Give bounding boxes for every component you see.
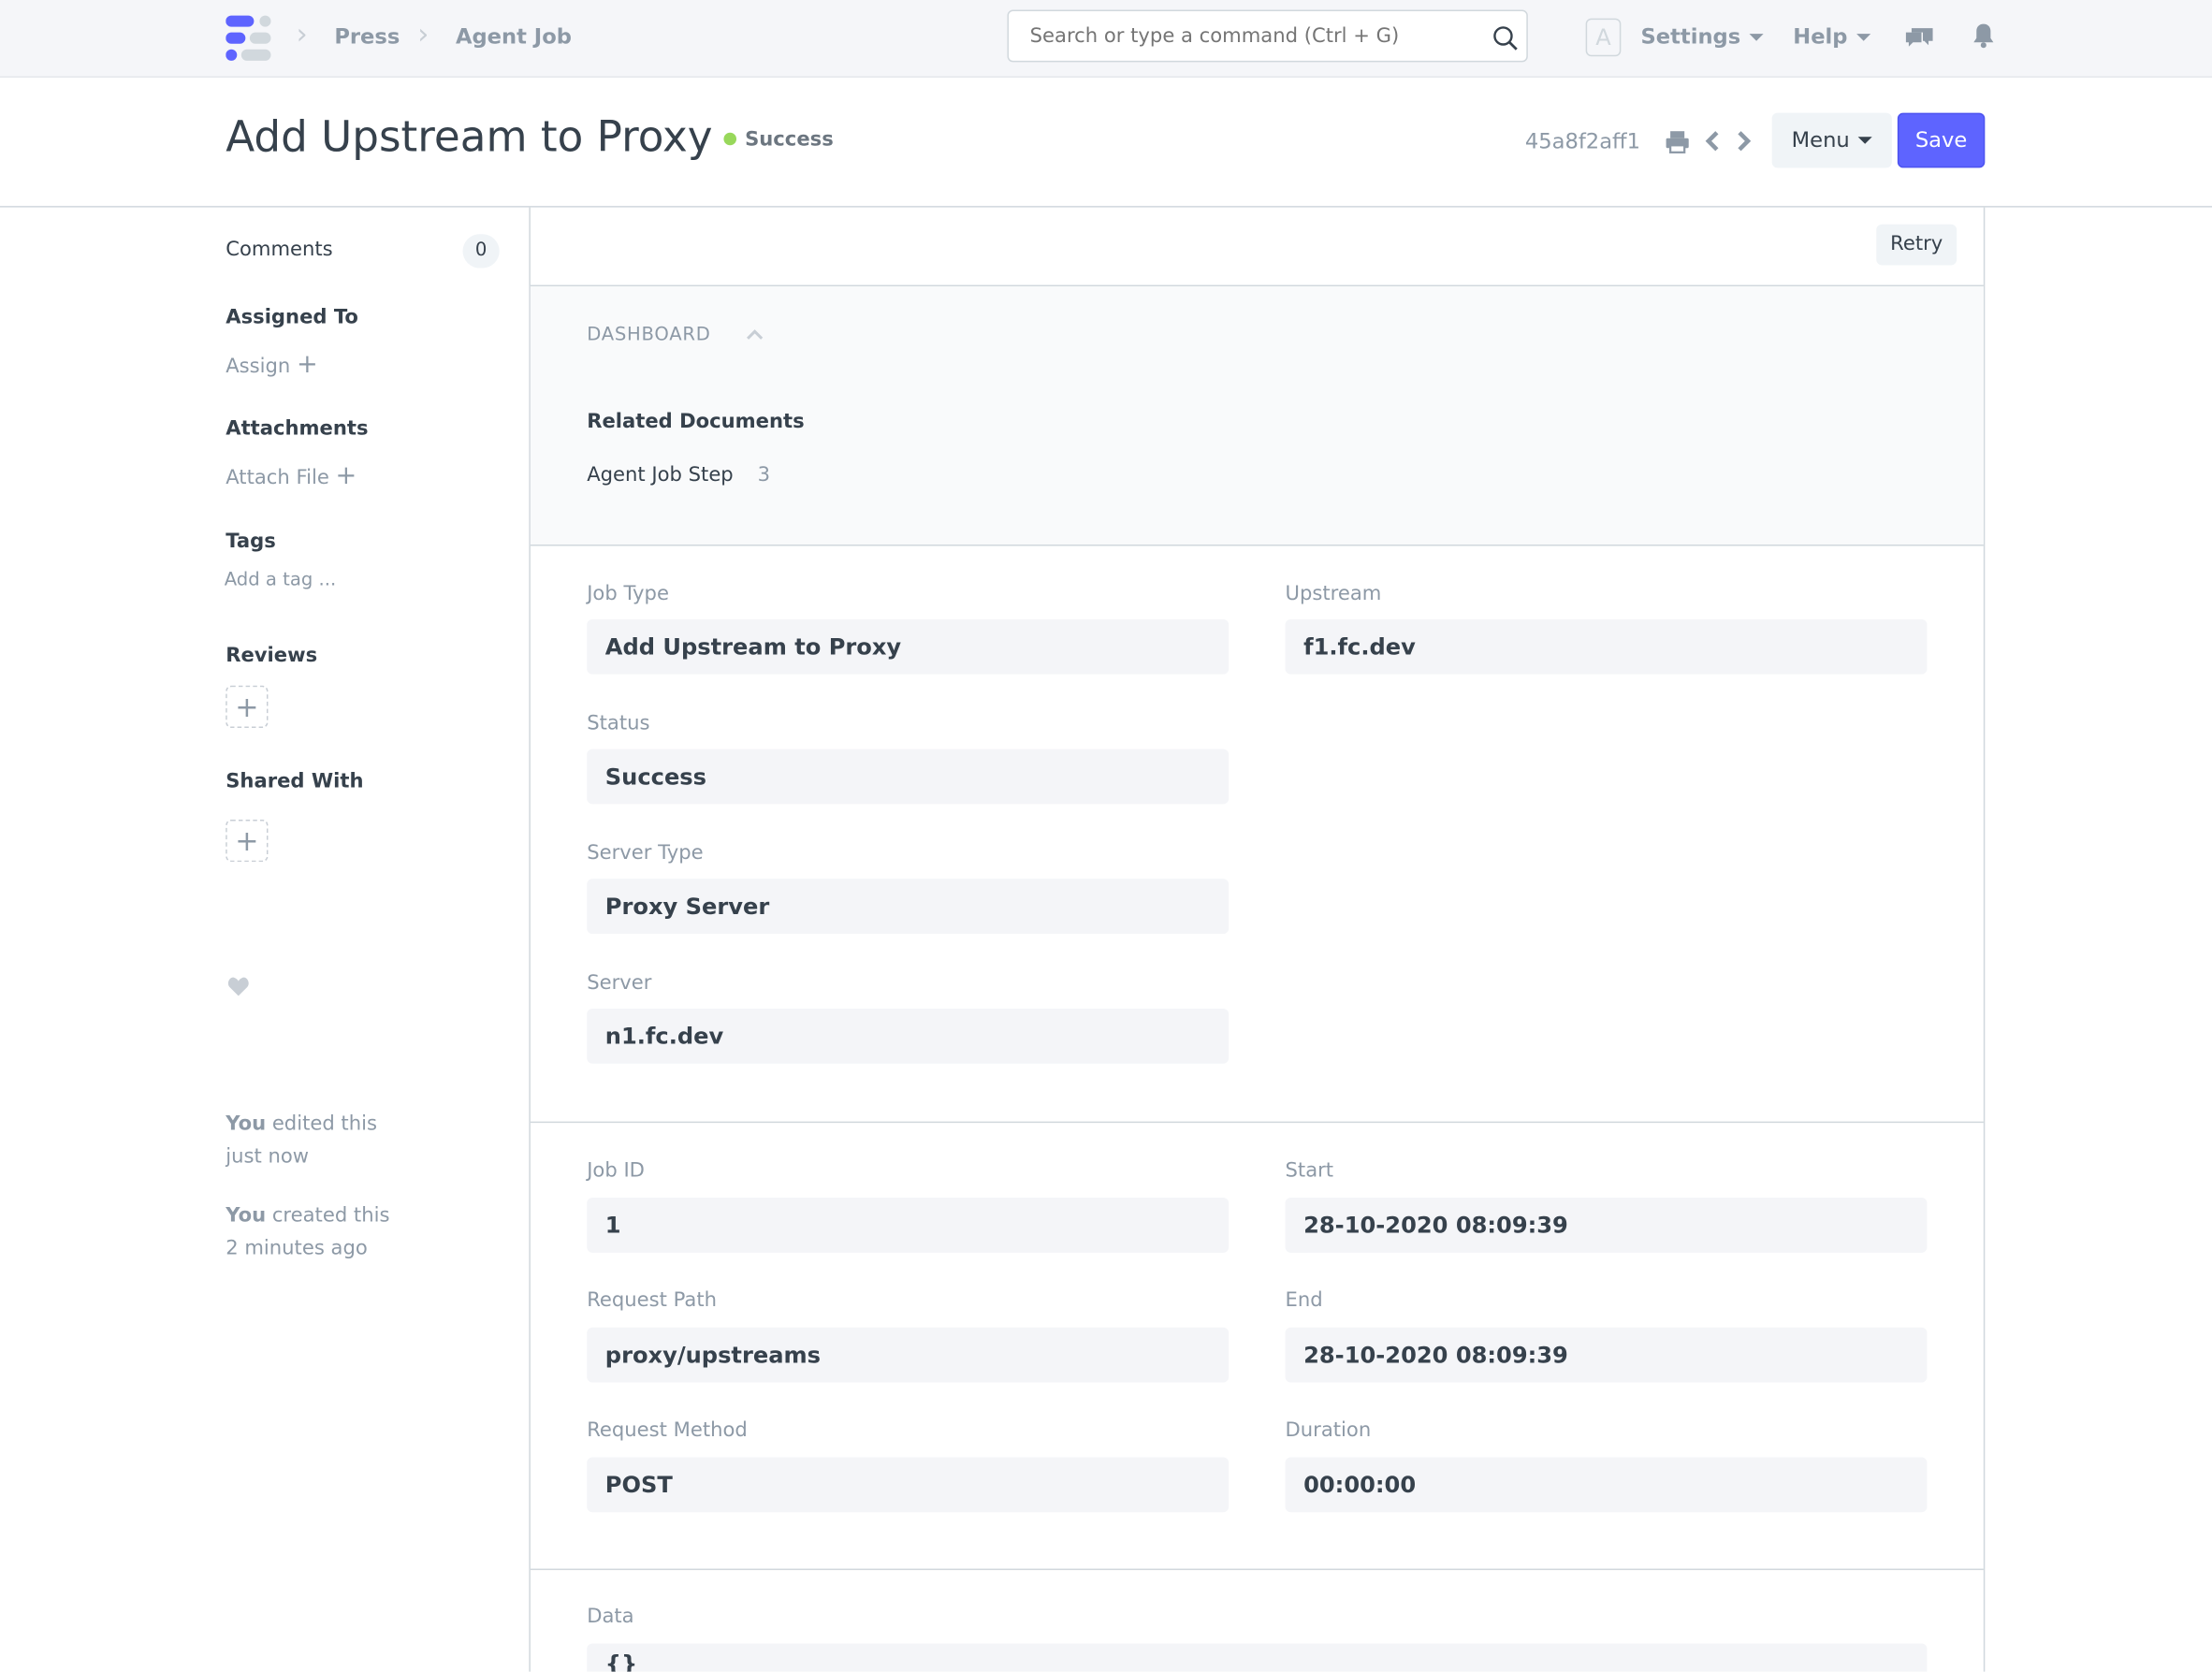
settings-dropdown[interactable]: Settings [1640,23,1764,50]
help-dropdown[interactable]: Help [1793,24,1870,50]
assign-label: Assign [226,355,291,379]
request-path-field[interactable]: proxy/upstreams [587,1327,1230,1383]
job-section: Job Type Add Upstream to Proxy Upstream … [530,545,1984,1124]
duration-field[interactable]: 00:00:00 [1285,1457,1928,1513]
status-indicator: Success [723,128,834,152]
activity-user: You [226,1112,267,1136]
end-label: End [1285,1289,1323,1313]
reviews-heading: Reviews [226,645,318,668]
end-field[interactable]: 28-10-2020 08:09:39 [1285,1327,1928,1383]
server-type-label: Server Type [587,842,704,865]
status-field[interactable]: Success [587,749,1230,805]
print-icon[interactable] [1665,130,1690,154]
upstream-label: Upstream [1285,582,1382,605]
request-method-field[interactable]: POST [587,1457,1230,1513]
upstream-field[interactable]: f1.fc.dev [1285,618,1928,675]
status-label: Success [745,128,834,152]
document-id: 45a8f2aff1 [1524,128,1641,154]
add-tag-input[interactable]: Add a tag ... [224,570,337,591]
plus-icon: + [335,461,357,491]
chevron-up-icon[interactable] [747,328,764,340]
breadcrumb-agent-job[interactable]: Agent Job [455,23,572,50]
caret-down-icon [1749,34,1764,41]
dashboard-section: DASHBOARD Related Documents Agent Job St… [530,286,1984,546]
avatar[interactable]: A [1585,18,1622,57]
help-label: Help [1793,23,1848,50]
data-section: Data {} [531,1570,1984,1672]
data-label: Data [587,1605,634,1628]
attach-file-link[interactable]: Attach File + [226,461,357,491]
divider [0,206,2212,208]
retry-button[interactable]: Retry [1876,224,1957,266]
dashboard-heading[interactable]: DASHBOARD [587,324,711,346]
activity-action: edited this [266,1112,377,1136]
comments-label[interactable]: Comments [226,238,333,261]
job-id-field[interactable]: 1 [587,1198,1230,1253]
app-logo-icon[interactable] [226,14,273,62]
settings-label: Settings [1640,23,1741,50]
plus-icon: + [235,823,259,858]
job-type-label: Job Type [587,582,669,605]
navbar: › Press › Agent Job A Settings Help [0,0,2212,78]
menu-label: Menu [1791,126,1850,153]
status-dot [723,132,737,146]
request-path-label: Request Path [587,1289,718,1313]
form-toolbar: Retry [530,208,1984,287]
activity-action: created this [266,1204,390,1228]
plus-icon: + [297,349,318,380]
heart-icon[interactable] [227,976,250,997]
previous-doc-icon[interactable] [1704,130,1721,153]
activity-created: You created this 2 minutes ago [226,1200,409,1265]
comments-count-badge: 0 [462,234,500,269]
server-type-field[interactable]: Proxy Server [587,879,1230,935]
caret-down-icon [1855,34,1870,41]
job-type-field[interactable]: Add Upstream to Proxy [587,618,1230,675]
plus-icon: + [235,690,259,724]
bell-icon[interactable] [1971,22,1996,50]
duration-label: Duration [1285,1418,1372,1442]
caret-down-icon [1857,137,1872,144]
search-box[interactable] [1007,9,1528,63]
activity-time: just now [226,1145,310,1169]
chevron-right-icon: › [417,17,429,51]
save-button[interactable]: Save [1897,112,1986,168]
search-icon[interactable] [1492,25,1518,51]
attachments-heading: Attachments [226,417,369,441]
related-documents-heading: Related Documents [587,410,805,433]
activity-user: You [226,1204,267,1228]
request-method-label: Request Method [587,1418,748,1442]
agent-job-step-link[interactable]: Agent Job Step [587,464,734,487]
assign-link[interactable]: Assign + [226,350,318,380]
breadcrumb-press[interactable]: Press [334,23,400,50]
add-review-button[interactable]: + [226,685,269,728]
form-panel: Retry DASHBOARD Related Documents Agent … [529,207,1986,1672]
request-section: Job ID 1 Start 28-10-2020 08:09:39 Reque… [530,1123,1984,1571]
status-field-label: Status [587,712,650,735]
server-label: Server [587,971,652,995]
next-doc-icon[interactable] [1735,130,1752,153]
agent-job-step-count: 3 [757,464,771,487]
start-field[interactable]: 28-10-2020 08:09:39 [1285,1198,1928,1253]
menu-button[interactable]: Menu [1771,112,1892,168]
tags-heading: Tags [226,530,276,554]
server-field[interactable]: n1.fc.dev [587,1009,1230,1064]
chat-icon[interactable] [1904,24,1935,50]
attach-file-label: Attach File [226,467,329,490]
activity-time: 2 minutes ago [226,1237,368,1260]
add-share-button[interactable]: + [226,819,269,863]
data-field[interactable]: {} [587,1643,1928,1672]
activity-edited: You edited this just now [226,1109,409,1173]
shared-with-heading: Shared With [226,770,364,793]
job-id-label: Job ID [587,1159,645,1183]
search-input[interactable] [1026,23,1485,50]
start-label: Start [1285,1159,1334,1183]
assigned-to-heading: Assigned To [226,306,358,329]
chevron-right-icon: › [296,17,308,51]
page-title: Add Upstream to Proxy [226,112,713,163]
